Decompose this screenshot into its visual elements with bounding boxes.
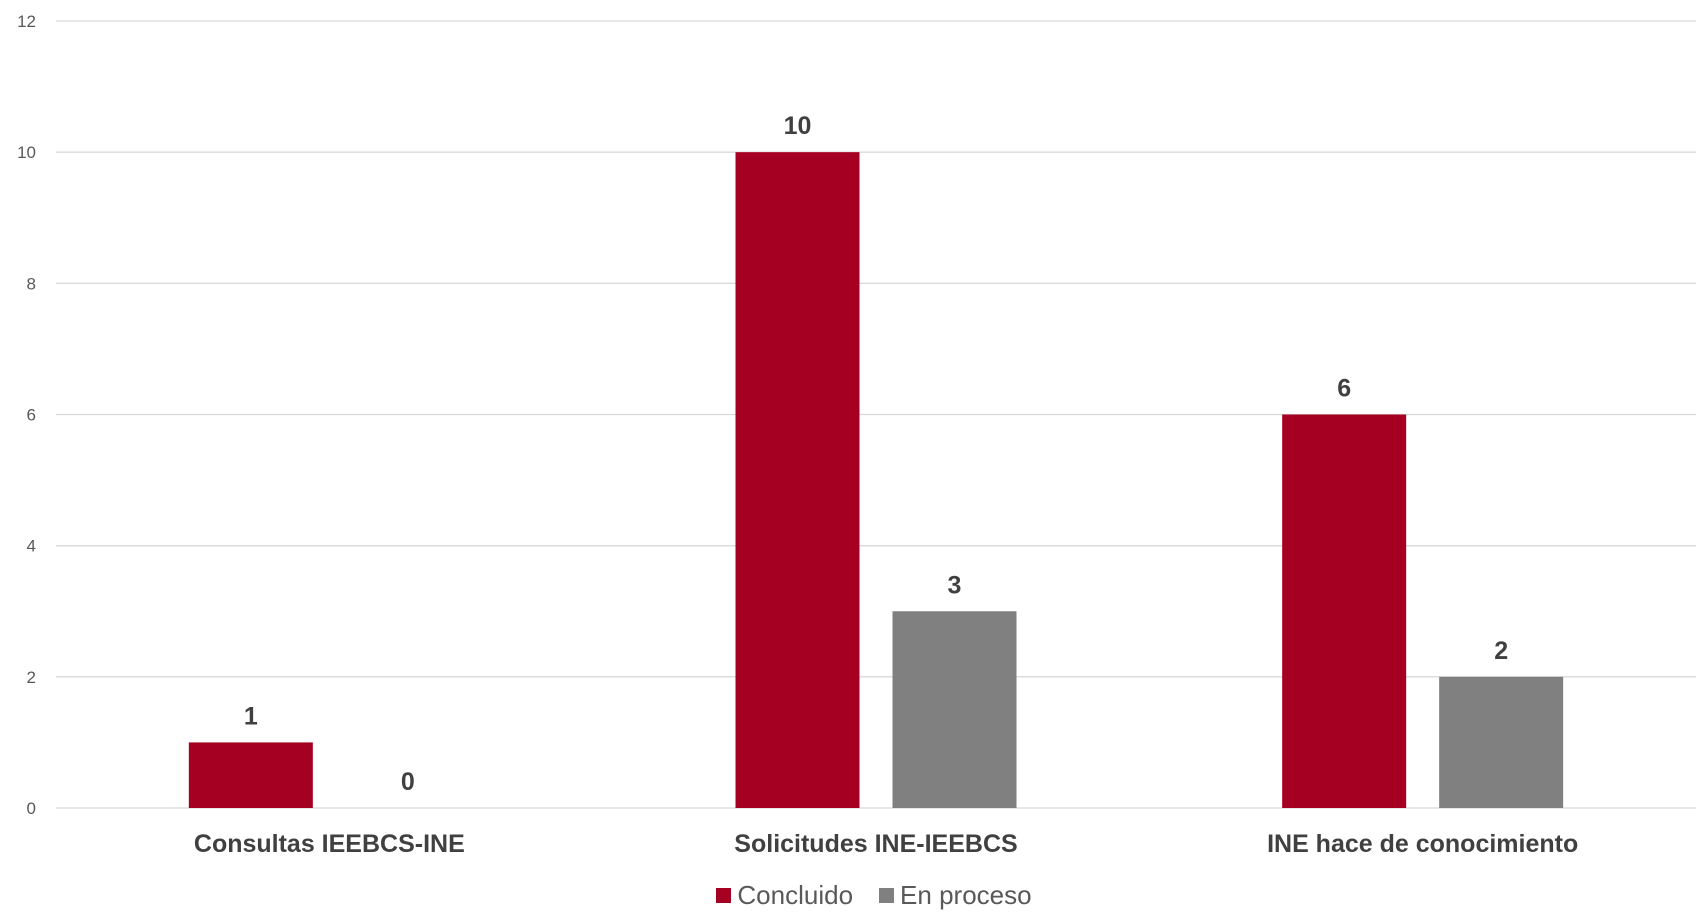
gridlines xyxy=(56,20,1696,809)
data-label: 2 xyxy=(1494,637,1508,665)
legend-item-en-proceso: En proceso xyxy=(879,880,1032,911)
bar-concluido xyxy=(188,742,313,808)
x-category-label: Consultas IEEBCS-INE xyxy=(194,830,465,858)
data-label: 3 xyxy=(948,571,962,599)
legend-swatch-concluido xyxy=(716,888,732,903)
x-category-label: INE hace de conocimiento xyxy=(1267,830,1578,858)
bar-en-proceso xyxy=(892,611,1017,808)
y-axis-ticks: 0 2 4 6 8 10 12 xyxy=(17,12,36,818)
y-tick-label: 12 xyxy=(17,12,36,31)
data-label: 0 xyxy=(401,768,415,796)
y-tick-label: 4 xyxy=(27,537,36,556)
data-label: 6 xyxy=(1337,375,1351,403)
x-axis-categories: Consultas IEEBCS-INE Solicitudes INE-IEEB… xyxy=(194,830,1578,858)
legend-swatch-en-proceso xyxy=(879,888,895,903)
legend: Concluido En proceso xyxy=(0,880,1696,911)
data-label: 10 xyxy=(784,112,812,140)
y-tick-label: 0 xyxy=(27,799,36,818)
y-tick-label: 6 xyxy=(27,406,36,425)
bars xyxy=(188,152,1564,808)
y-tick-label: 10 xyxy=(17,143,36,162)
bar-concluido xyxy=(735,152,860,808)
y-tick-label: 2 xyxy=(27,668,36,687)
legend-item-concluido: Concluido xyxy=(716,880,853,911)
data-label: 1 xyxy=(244,702,258,730)
legend-label-concluido: Concluido xyxy=(737,880,854,910)
y-tick-label: 8 xyxy=(27,274,36,293)
bar-concluido xyxy=(1282,414,1407,808)
bar-en-proceso xyxy=(1439,676,1564,808)
legend-label-en-proceso: En proceso xyxy=(900,880,1032,910)
x-category-label: Solicitudes INE-IEEBCS xyxy=(734,830,1017,858)
